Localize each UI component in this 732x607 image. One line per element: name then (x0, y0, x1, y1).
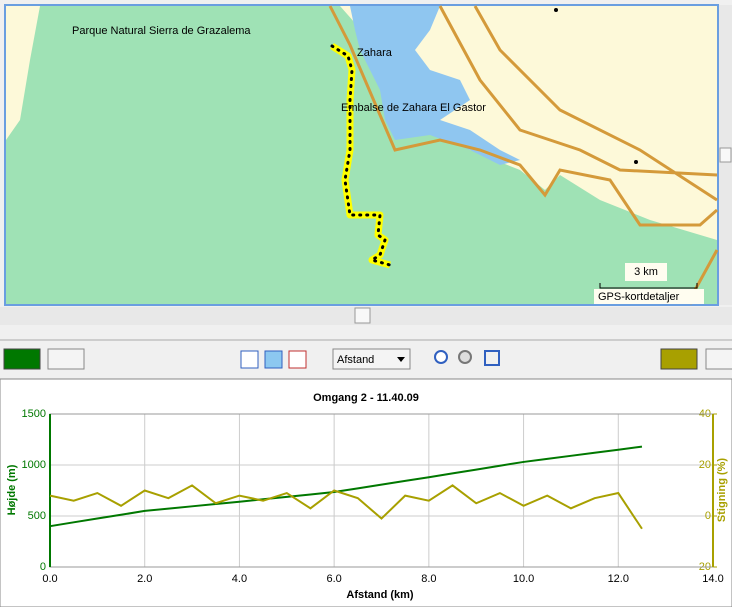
y2-axis-label: Stigning (%) (716, 458, 728, 522)
scroll-thumb[interactable] (354, 307, 371, 324)
map-label: Zahara (357, 47, 393, 59)
y-tick-label: 500 (28, 510, 46, 522)
scale-label: 3 km (634, 266, 658, 278)
land (6, 6, 40, 140)
x-tick-label: 10.0 (513, 573, 534, 585)
y-tick-label: 0 (40, 561, 46, 573)
tool-icon[interactable] (288, 350, 307, 369)
y2-tick-label: 0 (705, 510, 711, 522)
line-button[interactable] (47, 348, 85, 370)
map-credit: GPS-kortdetaljer (598, 291, 680, 303)
x-tick-label: 6.0 (326, 573, 341, 585)
map-label: Parque Natural Sierra de Grazalema (72, 25, 251, 37)
dropdown[interactable] (332, 348, 411, 370)
line-button[interactable] (705, 348, 732, 370)
x-tick-label: 12.0 (608, 573, 629, 585)
scroll-thumb[interactable] (719, 147, 732, 163)
place-dot (554, 8, 558, 12)
x-tick-label: 2.0 (137, 573, 152, 585)
zoom-in[interactable] (434, 350, 448, 364)
tool-icon[interactable] (240, 350, 259, 369)
color-button[interactable] (660, 348, 698, 370)
lake (350, 6, 520, 165)
y-tick-label: 1500 (22, 408, 46, 420)
scale-bar (599, 283, 698, 289)
x-tick-label: 4.0 (232, 573, 247, 585)
chart-title: Omgang 2 - 11.40.09 (313, 392, 419, 404)
zoom-out[interactable] (458, 350, 472, 364)
park-area (6, 6, 717, 304)
place-dot (634, 160, 638, 164)
roads (328, 5, 719, 305)
y2-tick-label: 20 (699, 459, 711, 471)
plot: 0.0 2.0 4.0 6.0 8.0 10.0 12.0 14.0050010001500-… (22, 408, 724, 585)
color-button[interactable] (3, 348, 41, 370)
zoom-fit[interactable] (484, 350, 500, 366)
series-line (49, 445, 643, 528)
tool-icon[interactable] (264, 350, 283, 369)
series-line (49, 484, 643, 530)
y-axis-label: Højde (m) (6, 464, 18, 515)
x-tick-label: 8.0 (421, 573, 436, 585)
x-tick-label: 0.0 (42, 573, 57, 585)
x-axis-label: Afstand (km) (346, 589, 414, 601)
dropdown-label[interactable]: Afstand (337, 354, 374, 366)
dropdown-arrow (397, 357, 405, 362)
credit-box (594, 289, 704, 304)
y-tick-label: 1000 (22, 459, 46, 471)
track-points (330, 44, 392, 267)
x-tick-label: 14.0 (702, 573, 723, 585)
scale-box (625, 263, 667, 281)
chart-panel (0, 378, 732, 607)
map-label: Embalse de Zahara El Gastor (341, 102, 486, 114)
